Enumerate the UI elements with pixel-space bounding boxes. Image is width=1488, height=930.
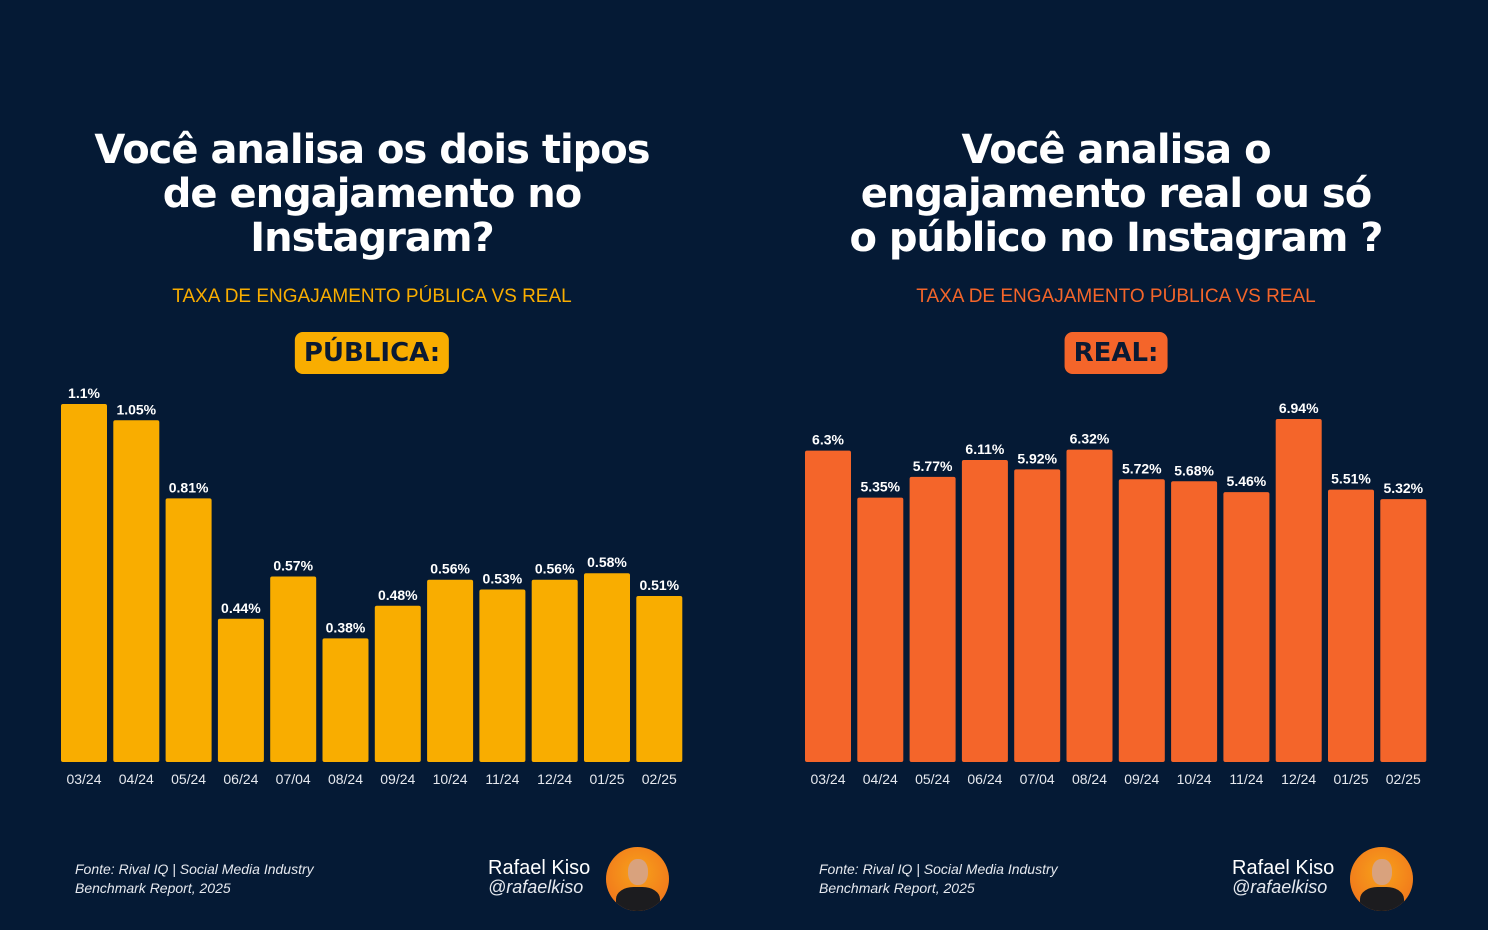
source-line-2: Benchmark Report, 2025 — [75, 880, 231, 896]
bar-11/24 — [479, 589, 526, 762]
x-tick-label: 02/25 — [642, 771, 677, 787]
x-tick-label: 06/24 — [967, 771, 1002, 787]
bar-03/24 — [805, 450, 851, 762]
bar-01/25 — [1328, 489, 1374, 762]
subtitle: TAXA DE ENGAJAMENTO PÚBLICA VS REAL — [916, 286, 1316, 307]
x-tick-label: 10/24 — [433, 771, 468, 787]
panel-publica: Você analisa os dois tipos de engajament… — [61, 127, 683, 911]
bar-12/24 — [531, 579, 578, 762]
bar-04/24 — [857, 497, 904, 762]
data-label: 0.48% — [378, 587, 418, 603]
author-name: Rafael Kiso — [1232, 857, 1335, 879]
chart-badge: PÚBLICA: — [294, 332, 450, 374]
x-tick-label: 11/24 — [1229, 771, 1263, 787]
x-tick-label: 03/24 — [810, 771, 845, 787]
x-tick-label: 01/25 — [1333, 771, 1368, 787]
bar-07/04 — [1014, 469, 1061, 762]
bar-02/25 — [636, 596, 683, 762]
source-line-2: Benchmark Report, 2025 — [819, 880, 975, 896]
bar-02/25 — [1380, 499, 1427, 762]
data-label: 1.05% — [116, 401, 156, 417]
x-tick-label: 09/24 — [1124, 771, 1159, 787]
data-label: 6.3% — [812, 432, 844, 448]
data-label: 5.46% — [1227, 473, 1267, 489]
bar-06/24 — [217, 618, 264, 762]
data-label: 1.1% — [68, 385, 100, 401]
bar-chart-real: 6.3% 03/24 5.35% 04/24 5.77% 05/24 6.11% 06/24 5… — [805, 400, 1427, 787]
bar-06/24 — [961, 460, 1008, 762]
headline: Você analisa o engajamento real ou só o … — [849, 127, 1383, 261]
data-label: 0.57% — [273, 557, 313, 573]
bar-08/24 — [322, 638, 369, 762]
x-tick-label: 10/24 — [1177, 771, 1212, 787]
bar-11/24 — [1223, 492, 1270, 762]
x-tick-label: 04/24 — [863, 771, 898, 787]
x-tick-label: 01/25 — [589, 771, 624, 787]
data-label: 0.58% — [587, 554, 627, 570]
data-label: 5.32% — [1383, 480, 1423, 496]
bar-09/24 — [374, 605, 421, 762]
author-name: Rafael Kiso — [488, 857, 591, 879]
data-label: 5.35% — [860, 479, 900, 495]
x-tick-label: 11/24 — [485, 771, 519, 787]
data-label: 0.44% — [221, 600, 261, 616]
data-label: 6.94% — [1279, 400, 1319, 416]
x-tick-label: 03/24 — [66, 771, 101, 787]
data-label: 0.38% — [326, 619, 366, 635]
avatar — [606, 847, 669, 911]
x-tick-label: 07/04 — [276, 771, 311, 787]
bar-10/24 — [427, 579, 474, 762]
data-label: 0.53% — [483, 571, 523, 587]
subtitle: TAXA DE ENGAJAMENTO PÚBLICA VS REAL — [172, 286, 572, 307]
author-handle: @rafaelkiso — [1232, 877, 1328, 897]
x-tick-label: 12/24 — [1281, 771, 1316, 787]
x-tick-label: 08/24 — [328, 771, 363, 787]
bar-03/24 — [61, 404, 107, 762]
bar-05/24 — [165, 498, 212, 762]
bar-04/24 — [113, 420, 160, 762]
bar-07/04 — [270, 576, 317, 762]
avatar — [1350, 847, 1413, 911]
bar-12/24 — [1275, 419, 1322, 762]
author-block: Rafael Kiso @rafaelkiso — [1232, 858, 1334, 896]
x-tick-label: 04/24 — [119, 771, 154, 787]
author-handle: @rafaelkiso — [488, 877, 584, 897]
x-tick-label: 09/24 — [380, 771, 415, 787]
x-tick-label: 05/24 — [171, 771, 206, 787]
panel-real: Você analisa o engajamento real ou só o … — [744, 0, 1488, 930]
data-label: 5.72% — [1122, 460, 1162, 476]
source-note: Fonte: Rival IQ | Social Media Industry B… — [819, 860, 1058, 898]
bar-01/25 — [584, 573, 630, 762]
data-label: 5.51% — [1331, 471, 1371, 487]
x-tick-label: 02/25 — [1386, 771, 1421, 787]
data-label: 6.32% — [1070, 431, 1110, 447]
x-tick-label: 12/24 — [537, 771, 572, 787]
data-label: 0.81% — [169, 479, 209, 495]
bar-08/24 — [1066, 449, 1113, 762]
bar-chart-publica: 1.1% 03/24 1.05% 04/24 0.81% 05/24 0.44% 06/24 0… — [61, 385, 683, 787]
bar-09/24 — [1118, 479, 1165, 762]
x-tick-label: 05/24 — [915, 771, 950, 787]
bar-05/24 — [909, 476, 956, 762]
data-label: 5.77% — [913, 458, 953, 474]
bar-10/24 — [1171, 481, 1218, 762]
source-line-1: Fonte: Rival IQ | Social Media Industry — [75, 861, 314, 877]
chart-badge: REAL: — [1064, 332, 1168, 374]
data-label: 5.68% — [1174, 462, 1214, 478]
x-tick-label: 06/24 — [223, 771, 258, 787]
data-label: 0.56% — [430, 561, 470, 577]
data-label: 0.56% — [535, 561, 575, 577]
author-block: Rafael Kiso @rafaelkiso — [488, 858, 590, 896]
data-label: 0.51% — [639, 577, 679, 593]
source-note: Fonte: Rival IQ | Social Media Industry B… — [75, 860, 314, 898]
source-line-1: Fonte: Rival IQ | Social Media Industry — [819, 861, 1058, 877]
data-label: 6.11% — [965, 441, 1004, 457]
data-label: 5.92% — [1017, 450, 1057, 466]
headline: Você analisa os dois tipos de engajament… — [94, 127, 650, 261]
x-tick-label: 07/04 — [1020, 771, 1055, 787]
x-tick-label: 08/24 — [1072, 771, 1107, 787]
